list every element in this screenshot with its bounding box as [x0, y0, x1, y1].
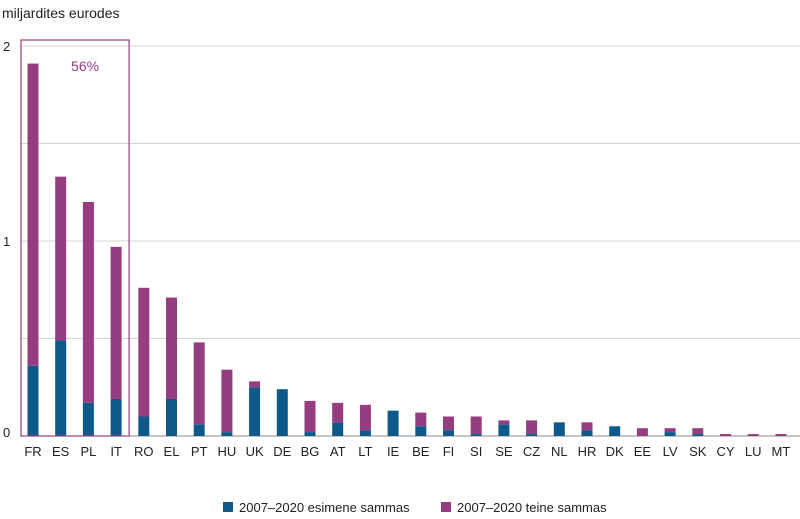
bar-bg-series-2 [304, 400, 316, 433]
bar-ro-series-1 [138, 416, 150, 436]
x-tick-label: HU [218, 444, 237, 459]
x-tick-label: LU [745, 444, 762, 459]
highlight-box [20, 39, 130, 437]
bar-lt-series-1 [359, 430, 371, 436]
bar-hr-series-2 [581, 422, 593, 431]
x-tick-label: CY [716, 444, 734, 459]
y-tick-label: 1 [3, 234, 10, 249]
bar-nl-series-1 [553, 422, 565, 436]
y-tick-label: 0 [3, 425, 10, 440]
bar-it-series-1 [110, 398, 122, 436]
x-tick-label: IE [387, 444, 400, 459]
bar-es-series-1 [55, 340, 67, 436]
x-tick-label: EL [164, 444, 180, 459]
bar-uk-series-2 [249, 381, 261, 388]
bar-at-series-2 [332, 402, 344, 423]
bar-se-series-1 [498, 424, 510, 436]
x-tick-label: SK [689, 444, 707, 459]
bar-el-series-1 [166, 398, 177, 436]
y-tick-label: 2 [3, 39, 10, 54]
bar-bg-series-1 [304, 432, 316, 436]
bar-hr-series-1 [581, 430, 593, 436]
x-tick-label: UK [246, 444, 264, 459]
y-axis-label: miljardites eurodes [2, 5, 120, 21]
bar-el-series-2 [166, 297, 177, 399]
x-tick-label: SE [495, 444, 513, 459]
bar-sk-series-2 [692, 428, 704, 435]
bar-fr-series-1 [27, 365, 39, 436]
x-tick-label: BE [412, 444, 430, 459]
x-tick-label: BG [301, 444, 320, 459]
bar-de-series-1 [276, 389, 288, 436]
x-tick-labels: FR ES PL IT RO EL PT HU UK DE BG AT LT IE BE FI SI SE CZ NL… [24, 444, 790, 459]
bar-cz-series-1 [526, 434, 538, 436]
bar-pt-series-2 [193, 342, 205, 425]
x-tick-label: FR [24, 444, 41, 459]
x-tick-label: PT [191, 444, 208, 459]
x-tick-label: NL [551, 444, 568, 459]
bar-fr-series-2 [27, 63, 39, 366]
grid-lines [20, 45, 800, 437]
x-tick-label: CZ [523, 444, 540, 459]
bar-se-series-2 [498, 420, 510, 425]
bar-fi-series-1 [443, 430, 454, 436]
legend-swatch-second-pillar [441, 502, 451, 512]
x-tick-label: MT [772, 444, 791, 459]
bar-lv-series-2 [664, 428, 676, 433]
legend: 2007–2020 esimene sammas 2007–2020 teine… [223, 500, 607, 515]
x-tick-label: DE [273, 444, 291, 459]
bar-pl-series-1 [82, 402, 94, 436]
legend-swatch-first-pillar [223, 502, 233, 512]
x-tick-label: FI [443, 444, 455, 459]
bar-cy-series-2 [720, 434, 731, 436]
bar-ro-series-2 [138, 287, 150, 417]
bar-be-series-2 [415, 412, 427, 427]
bars [27, 63, 787, 436]
legend-label-first-pillar: 2007–2020 esimene sammas [239, 500, 410, 515]
bar-hu-series-2 [221, 369, 233, 433]
bar-hu-series-1 [221, 432, 233, 436]
bar-mt-series-2 [775, 434, 787, 436]
x-tick-label: RO [134, 444, 154, 459]
x-tick-label: LT [358, 444, 372, 459]
bar-si-series-1 [470, 434, 482, 436]
bar-fi-series-2 [443, 416, 454, 431]
bar-uk-series-1 [249, 387, 261, 436]
bar-lu-series-2 [747, 434, 759, 436]
y-tick-labels: 0 1 2 [3, 39, 10, 440]
x-tick-label: SI [470, 444, 482, 459]
bar-pt-series-1 [193, 424, 205, 436]
bar-ee-series-2 [636, 428, 648, 436]
bar-at-series-1 [332, 422, 344, 436]
x-tick-label: AT [330, 444, 346, 459]
bar-it-series-2 [110, 246, 122, 399]
bar-es-series-2 [55, 176, 67, 341]
annotation-56-percent: 56% [71, 58, 99, 74]
x-tick-label: ES [52, 444, 70, 459]
bar-sk-series-1 [692, 434, 704, 436]
bar-be-series-1 [415, 426, 427, 436]
x-tick-label: PL [80, 444, 96, 459]
legend-label-second-pillar: 2007–2020 teine sammas [457, 500, 607, 515]
bar-lt-series-2 [359, 404, 371, 431]
bar-pl-series-2 [82, 202, 94, 403]
bar-cz-series-2 [526, 420, 538, 435]
x-tick-label: LV [663, 444, 678, 459]
bar-si-series-2 [470, 416, 482, 435]
bar-dk-series-1 [609, 426, 621, 436]
bar-lv-series-1 [664, 432, 676, 436]
x-tick-label: EE [634, 444, 652, 459]
x-tick-label: IT [110, 444, 122, 459]
bar-ie-series-1 [387, 410, 399, 436]
x-tick-label: DK [606, 444, 624, 459]
x-tick-label: HR [578, 444, 597, 459]
